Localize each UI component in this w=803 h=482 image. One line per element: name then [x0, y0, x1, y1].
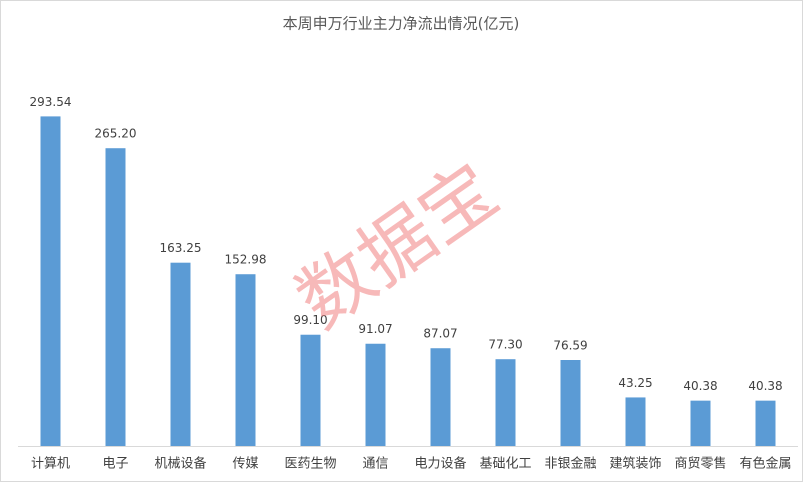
x-tick-label: 电力设备 — [414, 456, 466, 472]
x-tick-label: 商贸零售 — [674, 456, 726, 472]
bar — [690, 400, 711, 446]
x-tick-label: 机械设备 — [154, 456, 206, 472]
data-label: 76.59 — [553, 339, 587, 353]
bar — [495, 359, 516, 446]
bar — [300, 334, 321, 446]
bar — [235, 274, 256, 446]
bar — [105, 148, 126, 446]
x-tick-label: 医药生物 — [284, 457, 336, 472]
data-label: 77.30 — [488, 338, 522, 352]
data-label: 40.38 — [683, 379, 717, 393]
x-tick-label: 建筑装饰 — [609, 456, 661, 472]
data-label: 87.07 — [423, 327, 457, 341]
data-label: 293.54 — [30, 95, 72, 109]
data-label: 99.10 — [293, 313, 327, 327]
data-label: 265.20 — [95, 127, 137, 141]
x-tick-label: 基础化工 — [479, 457, 531, 472]
x-tick-label: 通信 — [362, 457, 388, 472]
data-label: 163.25 — [160, 241, 202, 255]
bar — [625, 397, 646, 446]
data-label: 40.38 — [748, 379, 782, 393]
bar — [170, 262, 191, 446]
data-label: 152.98 — [225, 253, 267, 267]
x-tick-label: 计算机 — [31, 457, 70, 472]
x-tick-label: 非银金融 — [544, 456, 596, 472]
data-label: 43.25 — [618, 376, 652, 390]
chart-title: 本周申万行业主力净流出情况(亿元) — [283, 15, 520, 33]
bar — [40, 116, 61, 446]
data-label: 91.07 — [358, 322, 392, 336]
bar — [560, 360, 581, 446]
bar — [755, 400, 776, 446]
bar — [365, 343, 386, 446]
x-tick-label: 有色金属 — [739, 456, 791, 472]
x-tick-label: 电子 — [102, 457, 128, 472]
x-tick-label: 传媒 — [232, 457, 258, 472]
bar — [430, 348, 451, 446]
